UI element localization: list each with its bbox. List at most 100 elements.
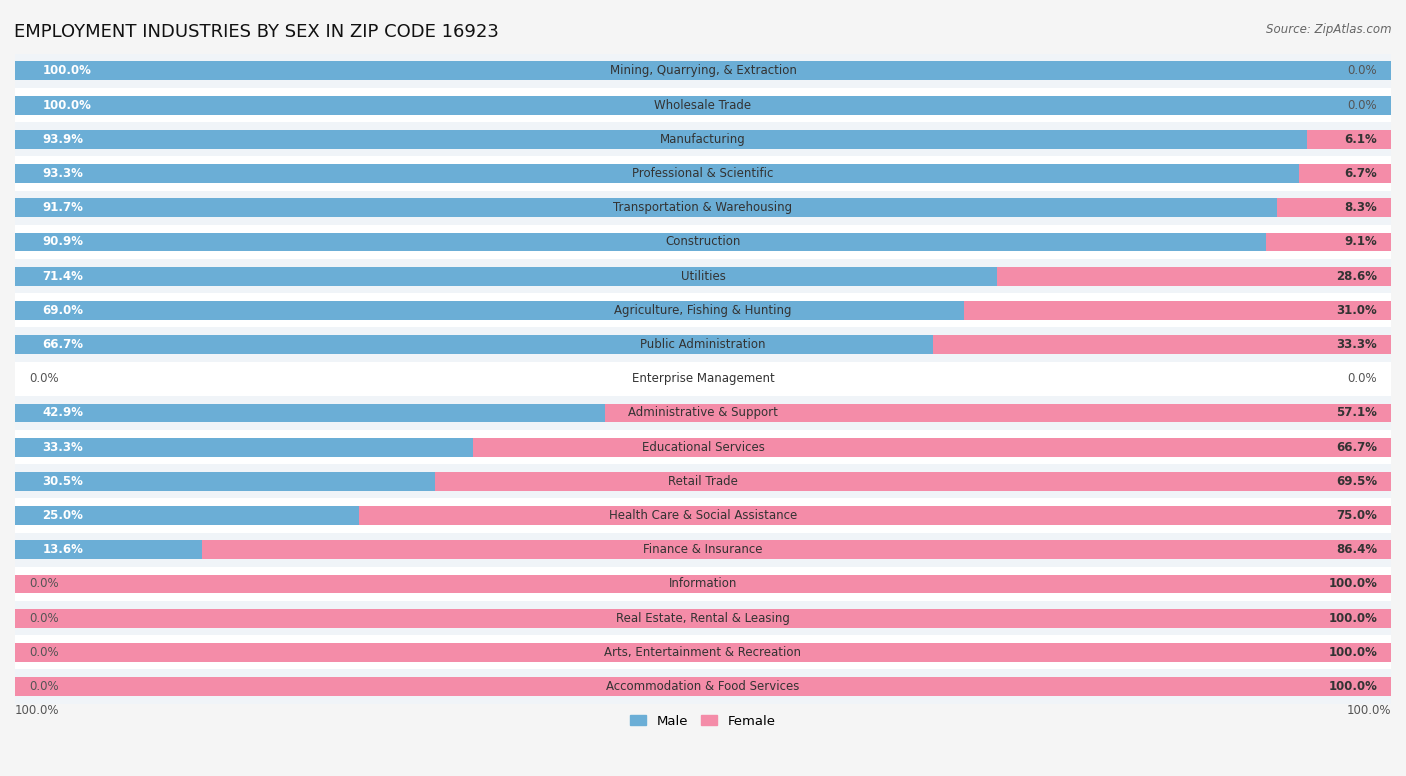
Bar xyxy=(15,157,1391,191)
Bar xyxy=(15,335,932,354)
Text: 100.0%: 100.0% xyxy=(1329,611,1378,625)
Bar xyxy=(15,438,474,456)
Text: Retail Trade: Retail Trade xyxy=(668,475,738,488)
Text: Utilities: Utilities xyxy=(681,269,725,282)
Text: 0.0%: 0.0% xyxy=(28,680,59,693)
Bar xyxy=(15,293,1391,327)
Bar xyxy=(1277,199,1391,217)
Legend: Male, Female: Male, Female xyxy=(626,709,780,733)
Text: 42.9%: 42.9% xyxy=(42,407,83,420)
Text: 33.3%: 33.3% xyxy=(1337,338,1378,351)
Bar xyxy=(1299,164,1391,183)
Bar xyxy=(15,677,1391,696)
Bar xyxy=(15,498,1391,532)
Text: 25.0%: 25.0% xyxy=(42,509,83,522)
Text: 33.3%: 33.3% xyxy=(42,441,83,454)
Bar xyxy=(202,540,1391,559)
Text: 100.0%: 100.0% xyxy=(1347,704,1391,717)
Text: Health Care & Social Assistance: Health Care & Social Assistance xyxy=(609,509,797,522)
Text: 100.0%: 100.0% xyxy=(1329,577,1378,591)
Bar xyxy=(997,267,1391,286)
Text: 93.9%: 93.9% xyxy=(42,133,83,146)
Text: 91.7%: 91.7% xyxy=(42,201,83,214)
Text: Manufacturing: Manufacturing xyxy=(661,133,745,146)
Text: 69.5%: 69.5% xyxy=(1336,475,1378,488)
Text: 90.9%: 90.9% xyxy=(42,235,83,248)
Bar xyxy=(15,95,1391,115)
Text: Agriculture, Fishing & Hunting: Agriculture, Fishing & Hunting xyxy=(614,304,792,317)
Bar xyxy=(932,335,1391,354)
Text: 0.0%: 0.0% xyxy=(28,577,59,591)
Text: 13.6%: 13.6% xyxy=(42,543,83,556)
Text: 100.0%: 100.0% xyxy=(42,64,91,78)
Bar xyxy=(1265,233,1391,251)
Bar xyxy=(15,54,1391,88)
Text: 57.1%: 57.1% xyxy=(1336,407,1378,420)
Bar xyxy=(15,574,1391,594)
Text: 66.7%: 66.7% xyxy=(1336,441,1378,454)
Bar xyxy=(15,191,1391,225)
Bar xyxy=(15,601,1391,636)
Text: Transportation & Warehousing: Transportation & Warehousing xyxy=(613,201,793,214)
Bar xyxy=(15,472,434,490)
Text: Enterprise Management: Enterprise Management xyxy=(631,372,775,385)
Bar xyxy=(15,130,1308,149)
Bar xyxy=(15,636,1391,670)
Text: 0.0%: 0.0% xyxy=(28,372,59,385)
Bar xyxy=(15,199,1277,217)
Bar xyxy=(15,430,1391,464)
Bar xyxy=(965,301,1391,320)
Text: EMPLOYMENT INDUSTRIES BY SEX IN ZIP CODE 16923: EMPLOYMENT INDUSTRIES BY SEX IN ZIP CODE… xyxy=(14,23,499,41)
Text: 0.0%: 0.0% xyxy=(1347,99,1378,112)
Text: 71.4%: 71.4% xyxy=(42,269,83,282)
Bar xyxy=(15,362,1391,396)
Bar xyxy=(15,267,997,286)
Text: 66.7%: 66.7% xyxy=(42,338,83,351)
Text: Real Estate, Rental & Leasing: Real Estate, Rental & Leasing xyxy=(616,611,790,625)
Text: 75.0%: 75.0% xyxy=(1336,509,1378,522)
Text: Construction: Construction xyxy=(665,235,741,248)
Bar xyxy=(15,225,1391,259)
Text: 69.0%: 69.0% xyxy=(42,304,83,317)
Bar xyxy=(434,472,1391,490)
Bar xyxy=(15,396,1391,430)
Text: 28.6%: 28.6% xyxy=(1336,269,1378,282)
Text: Information: Information xyxy=(669,577,737,591)
Text: Arts, Entertainment & Recreation: Arts, Entertainment & Recreation xyxy=(605,646,801,659)
Bar xyxy=(15,88,1391,122)
Text: Mining, Quarrying, & Extraction: Mining, Quarrying, & Extraction xyxy=(610,64,796,78)
Bar xyxy=(15,567,1391,601)
Bar xyxy=(359,506,1391,525)
Bar xyxy=(15,301,965,320)
Bar xyxy=(15,404,606,422)
Text: Finance & Insurance: Finance & Insurance xyxy=(644,543,762,556)
Bar xyxy=(15,464,1391,498)
Bar xyxy=(15,122,1391,157)
Text: 93.3%: 93.3% xyxy=(42,167,83,180)
Bar xyxy=(15,164,1299,183)
Bar xyxy=(15,327,1391,362)
Text: Wholesale Trade: Wholesale Trade xyxy=(654,99,752,112)
Text: 100.0%: 100.0% xyxy=(42,99,91,112)
Text: 31.0%: 31.0% xyxy=(1337,304,1378,317)
Bar xyxy=(15,540,202,559)
Text: 9.1%: 9.1% xyxy=(1344,235,1378,248)
Bar xyxy=(15,532,1391,567)
Bar xyxy=(606,404,1391,422)
Text: 0.0%: 0.0% xyxy=(28,646,59,659)
Bar xyxy=(1308,130,1391,149)
Text: 86.4%: 86.4% xyxy=(1336,543,1378,556)
Text: 100.0%: 100.0% xyxy=(15,704,59,717)
Text: Source: ZipAtlas.com: Source: ZipAtlas.com xyxy=(1267,23,1392,36)
Text: Administrative & Support: Administrative & Support xyxy=(628,407,778,420)
Text: Public Administration: Public Administration xyxy=(640,338,766,351)
Text: 6.7%: 6.7% xyxy=(1344,167,1378,180)
Bar xyxy=(15,643,1391,662)
Text: 8.3%: 8.3% xyxy=(1344,201,1378,214)
Bar xyxy=(15,259,1391,293)
Bar xyxy=(15,233,1265,251)
Text: 100.0%: 100.0% xyxy=(1329,680,1378,693)
Text: 30.5%: 30.5% xyxy=(42,475,83,488)
Text: 0.0%: 0.0% xyxy=(1347,64,1378,78)
Text: 0.0%: 0.0% xyxy=(28,611,59,625)
